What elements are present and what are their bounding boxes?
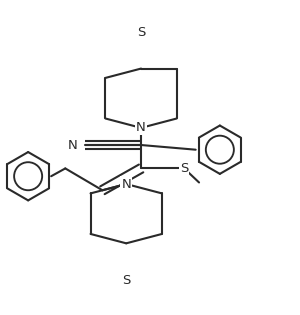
Text: N: N <box>68 139 78 152</box>
Text: S: S <box>180 162 188 175</box>
Text: S: S <box>137 26 145 39</box>
Text: S: S <box>122 274 130 287</box>
Text: S: S <box>122 274 130 287</box>
Text: S: S <box>137 26 145 39</box>
Text: N: N <box>121 178 131 191</box>
Text: N: N <box>136 121 146 135</box>
